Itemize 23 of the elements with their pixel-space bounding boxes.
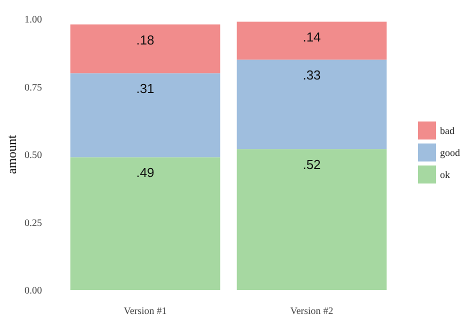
y-tick-label: 0.75 <box>24 82 42 94</box>
data-label: .14 <box>302 30 321 45</box>
data-label: .33 <box>302 68 321 83</box>
y-axis-title: amount <box>4 134 19 174</box>
bar <box>70 157 220 290</box>
bar <box>70 24 220 74</box>
y-tick-label: 1.00 <box>24 14 42 26</box>
y-tick-label: 0.00 <box>24 286 42 296</box>
x-tick-label: Version #1 <box>124 306 167 317</box>
bar <box>236 149 387 290</box>
legend-label: ok <box>440 170 450 181</box>
x-tick-label: Version #2 <box>290 306 334 317</box>
bar <box>70 73 220 158</box>
y-tick-label: 0.25 <box>24 218 42 229</box>
bar <box>236 22 387 60</box>
data-label: .31 <box>136 81 154 96</box>
y-tick-label: 0.50 <box>24 150 42 161</box>
legend-label: bad <box>440 126 454 137</box>
legend-label: good <box>440 148 460 159</box>
bar <box>236 60 387 150</box>
data-label: .49 <box>136 165 154 180</box>
data-label: .52 <box>302 157 321 172</box>
data-label: .18 <box>136 32 154 48</box>
